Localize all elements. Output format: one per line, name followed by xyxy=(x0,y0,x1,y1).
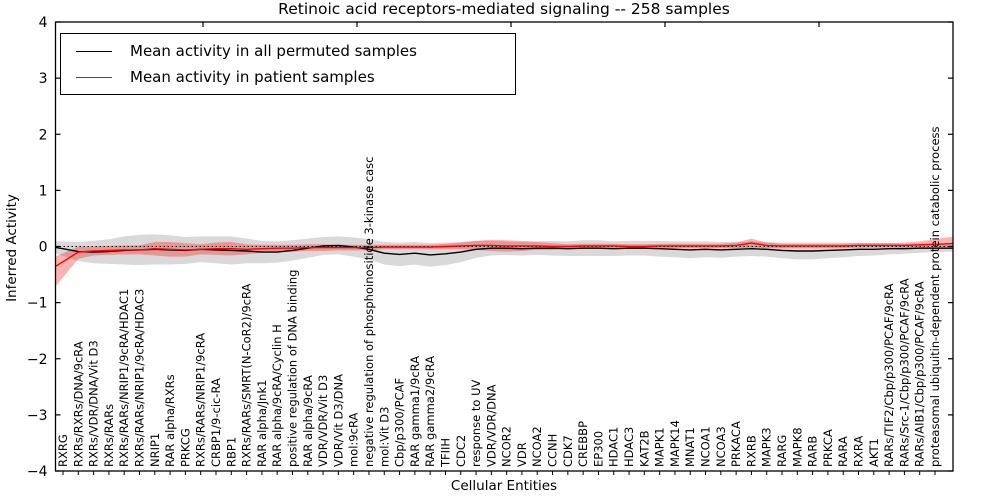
x-category-label: MAPK3 xyxy=(760,427,774,467)
x-category-label: CDC2 xyxy=(454,435,468,467)
x-category-label: AKT1 xyxy=(867,438,881,467)
x-category-label: CCNH xyxy=(546,434,560,467)
x-category-label: RXRs/RARs xyxy=(102,404,116,467)
x-category-label: CRBP1/9-cic-RA xyxy=(209,378,223,467)
patient-line-sample xyxy=(76,76,112,78)
x-category-label: RARs/AIB1/Cbp/p300/PCAF/9cRA xyxy=(913,281,927,467)
legend-label-permuted: Mean activity in all permuted samples xyxy=(130,42,417,60)
x-category-label: mol:9cRA xyxy=(347,413,361,467)
x-category-label: MNAT1 xyxy=(683,427,697,467)
y-tick-label: 3 xyxy=(39,71,48,87)
x-category-label: RAR alpha/RXRs xyxy=(163,374,177,467)
x-category-label: RARA xyxy=(836,436,850,467)
x-category-label: PRKCA xyxy=(821,429,835,467)
x-category-label: MAPK1 xyxy=(653,427,667,467)
legend-item-permuted: Mean activity in all permuted samples xyxy=(61,39,515,63)
x-category-label: PRKCG xyxy=(178,428,192,467)
x-category-label: RXRB xyxy=(744,435,758,467)
x-category-label: proteasomal ubiquitin-dependent protein … xyxy=(928,126,942,467)
x-category-label: response to UV xyxy=(469,379,483,467)
x-category-label: NRIP1 xyxy=(148,433,162,467)
y-tick-label: −4 xyxy=(27,464,48,480)
x-category-label: HDAC3 xyxy=(622,427,636,467)
x-category-label: RXRs/RARs/NRIP1/9cRA/HDAC3 xyxy=(132,289,146,467)
x-category-label: RXRs/RARs/NRIP1/9cRA/HDAC1 xyxy=(117,289,131,467)
x-category-label: Cbp/p300/PCAF xyxy=(393,378,407,467)
x-category-label: EP300 xyxy=(591,431,605,467)
y-tick-label: −2 xyxy=(27,352,48,368)
y-tick-label: 2 xyxy=(39,127,48,143)
y-tick-label: −1 xyxy=(27,296,48,312)
x-category-label: MAPK8 xyxy=(790,427,804,467)
x-category-label: MAPK14 xyxy=(668,420,682,467)
x-category-label: RAR gamma2/9cRA xyxy=(423,356,437,467)
x-category-label: RXRs/VDR/DNA/Vit D3 xyxy=(87,340,101,467)
x-category-label: RXRs/RARs/NRIP1/9cRA xyxy=(194,333,208,467)
legend-item-patient: Mean activity in patient samples xyxy=(61,65,515,89)
y-tick-label: 0 xyxy=(39,240,48,256)
x-axis-title: Cellular Entities xyxy=(450,478,558,494)
y-tick-label: −3 xyxy=(27,408,48,424)
x-category-label: HDAC1 xyxy=(607,427,621,467)
x-category-label: TFIIH xyxy=(438,438,452,468)
x-category-label: NCOA1 xyxy=(699,426,713,467)
x-category-label: RXRA xyxy=(852,436,866,467)
x-category-label: KAT2B xyxy=(637,430,651,467)
x-category-label: positive regulation of DNA binding xyxy=(285,270,299,467)
x-category-label: RXRs/RARs/SMRT(N-CoR2)/9cRA xyxy=(240,283,254,467)
x-category-label: NCOA2 xyxy=(530,426,544,467)
x-category-label: RARs/TIF2/Cbp/p300/PCAF/9cRA xyxy=(882,283,896,467)
x-category-label: VDR xyxy=(515,442,529,467)
x-category-label: NCOA3 xyxy=(714,426,728,467)
x-category-label: RAR alpha/9cRA xyxy=(301,375,315,467)
x-category-label: negative regulation of phosphoinositide … xyxy=(362,157,376,468)
y-tick-label: 1 xyxy=(39,183,48,199)
x-category-label: VDR/Vit D3/DNA xyxy=(331,374,345,467)
legend-label-patient: Mean activity in patient samples xyxy=(130,68,375,86)
x-category-label: VDR/VDR/Vit D3 xyxy=(316,375,330,467)
x-category-label: NCOR2 xyxy=(500,426,514,467)
x-category-label: RAR alpha/9cRA/Cyclin H xyxy=(270,324,284,467)
legend-box: Mean activity in all permuted samples Me… xyxy=(60,33,516,95)
x-category-label: RXRG xyxy=(56,434,70,467)
x-category-label: RAR alpha/Jnk1 xyxy=(255,380,269,467)
x-category-label: RARs/Src-1/Cbp/p300/PCAF/9cRA xyxy=(897,278,911,467)
x-category-label: RAR gamma1/9cRA xyxy=(408,356,422,467)
patient-std-band xyxy=(55,236,953,287)
x-category-label: mol:Vit D3 xyxy=(377,407,391,467)
x-category-label: VDR/VDR/DNA xyxy=(484,384,498,467)
x-category-label: PRKACA xyxy=(729,421,743,467)
plot-title: Retinoic acid receptors-mediated signali… xyxy=(278,0,730,18)
patient-mean-line xyxy=(55,242,954,267)
x-category-label: RBP1 xyxy=(224,437,238,467)
y-tick-label: 4 xyxy=(39,15,48,31)
x-category-label: RXRs/RXRs/DNA/9cRA xyxy=(71,341,85,467)
x-category-label: RARB xyxy=(806,436,820,467)
x-category-label: CREBBP xyxy=(576,421,590,467)
x-category-label: CDK7 xyxy=(561,435,575,467)
x-category-label: RARG xyxy=(775,435,789,467)
permuted-line-sample xyxy=(76,50,112,52)
y-axis-title: Inferred Activity xyxy=(4,194,20,302)
permuted-std-band xyxy=(55,234,953,267)
